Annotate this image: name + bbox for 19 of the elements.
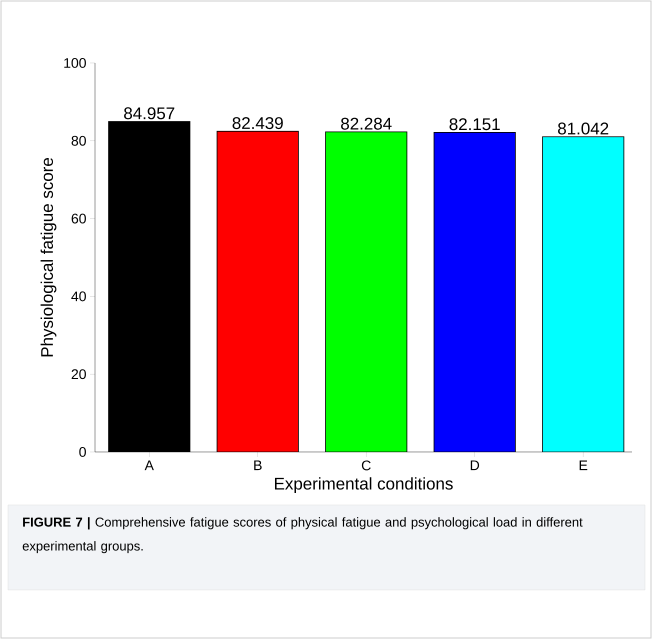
x-tick-label: C <box>362 460 371 470</box>
x-axis-title: Experimental conditions <box>274 477 453 494</box>
y-tick-label: 100 <box>64 58 86 68</box>
data-label: 82.151 <box>450 118 500 130</box>
x-tick-label: A <box>144 460 154 470</box>
y-tick-label: 60 <box>72 214 86 224</box>
y-tick-label: 0 <box>79 447 86 457</box>
y-tick-label: 40 <box>71 291 86 302</box>
y-tick-label: 20 <box>72 369 86 380</box>
x-tick-label: B <box>254 460 262 470</box>
data-label: 81.042 <box>558 122 608 135</box>
x-tick-label: E <box>580 460 588 470</box>
data-label: 82.284 <box>341 118 392 130</box>
data-label: 82.439 <box>232 117 283 130</box>
data-label: 84.957 <box>124 107 174 120</box>
y-axis-title: Physiological fatigue score <box>40 158 56 356</box>
text: FIGURE 7 | Comprehensive fatigue scores of physical fatigue and psychological load in different experimental groups. <box>22 517 583 554</box>
y-tick-label: 80 <box>72 136 86 146</box>
x-tick-label: D <box>470 460 480 470</box>
